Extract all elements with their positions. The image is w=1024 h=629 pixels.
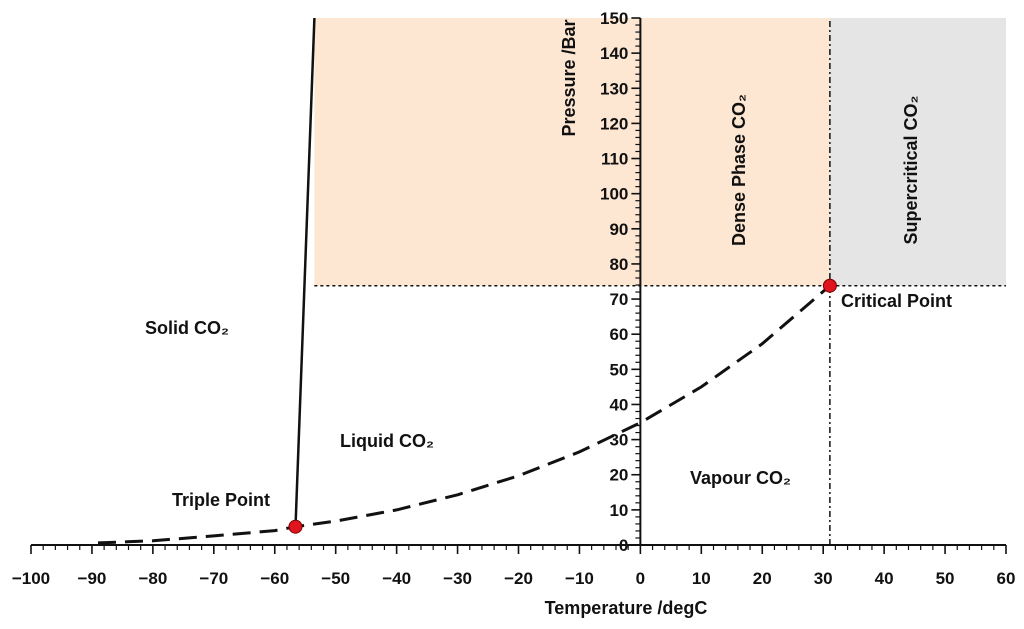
regions-layer bbox=[314, 18, 1006, 286]
x-tick-label: 60 bbox=[997, 569, 1016, 588]
y-tick-label: 40 bbox=[609, 395, 628, 414]
y-tick-label: 20 bbox=[609, 466, 628, 485]
liquid-co2-label: Liquid CO₂ bbox=[340, 431, 434, 451]
x-tick-label: 0 bbox=[636, 569, 645, 588]
y-tick-label: 90 bbox=[609, 220, 628, 239]
y-tick-label: 130 bbox=[600, 79, 628, 98]
vapour-co2-label: Vapour CO₂ bbox=[690, 468, 791, 488]
critical-point-label: Critical Point bbox=[841, 291, 952, 311]
lines-layer bbox=[97, 17, 1006, 545]
axes-layer: −100 −90 −80 −70 −60 −50 −40 −30 −20 −10 0 10 20 30 40… bbox=[12, 9, 1016, 588]
y-tick-label: 80 bbox=[609, 255, 628, 274]
region-fill-1 bbox=[829, 18, 1006, 286]
y-tick-label: 10 bbox=[609, 501, 628, 520]
y-tick-label: 0 bbox=[619, 536, 628, 555]
x-tick-label: −80 bbox=[138, 569, 167, 588]
x-tick-label: −60 bbox=[260, 569, 289, 588]
x-tick-label: 30 bbox=[814, 569, 833, 588]
x-tick-label: −20 bbox=[504, 569, 533, 588]
x-axis-title: Temperature /degC bbox=[545, 598, 708, 618]
x-tick-label: 20 bbox=[753, 569, 772, 588]
y-tick-label: 110 bbox=[601, 150, 628, 169]
supercritical-co2-label: Supercritical CO₂ bbox=[901, 95, 921, 244]
triple-point-marker bbox=[288, 519, 303, 534]
y-tick-label: 30 bbox=[609, 431, 628, 450]
labels-layer: Temperature /degC Pressure /Bar Solid CO… bbox=[145, 19, 952, 618]
y-tick-label: 60 bbox=[609, 325, 628, 344]
dense-phase-co2-label: Dense Phase CO₂ bbox=[729, 94, 749, 246]
x-tick-label: −10 bbox=[565, 569, 594, 588]
x-tick-label: −100 bbox=[12, 569, 50, 588]
solid-co2-label: Solid CO₂ bbox=[145, 318, 229, 338]
y-tick-label: 140 bbox=[600, 44, 628, 63]
y-axis-title: Pressure /Bar bbox=[559, 19, 579, 136]
x-tick-label: −40 bbox=[382, 569, 411, 588]
x-tick-label: 40 bbox=[875, 569, 894, 588]
y-tick-label: 120 bbox=[600, 114, 628, 133]
y-tick-label: 70 bbox=[609, 290, 628, 309]
y-tick-label: 100 bbox=[600, 185, 628, 204]
x-tick-label: 50 bbox=[936, 569, 955, 588]
x-tick-label: −50 bbox=[321, 569, 350, 588]
critical-point-marker bbox=[822, 278, 837, 293]
triple-point-label: Triple Point bbox=[172, 490, 270, 510]
x-tick-label: −70 bbox=[199, 569, 228, 588]
region-fill-0 bbox=[314, 18, 830, 286]
melting-line bbox=[294, 17, 316, 527]
y-tick-label: 50 bbox=[609, 360, 628, 379]
points-layer bbox=[288, 278, 837, 534]
x-tick-label: −30 bbox=[443, 569, 472, 588]
x-tick-label: −90 bbox=[78, 569, 107, 588]
y-tick-label: 150 bbox=[600, 9, 628, 28]
x-tick-label: 10 bbox=[692, 569, 711, 588]
vapour-pressure-curve bbox=[97, 284, 831, 545]
